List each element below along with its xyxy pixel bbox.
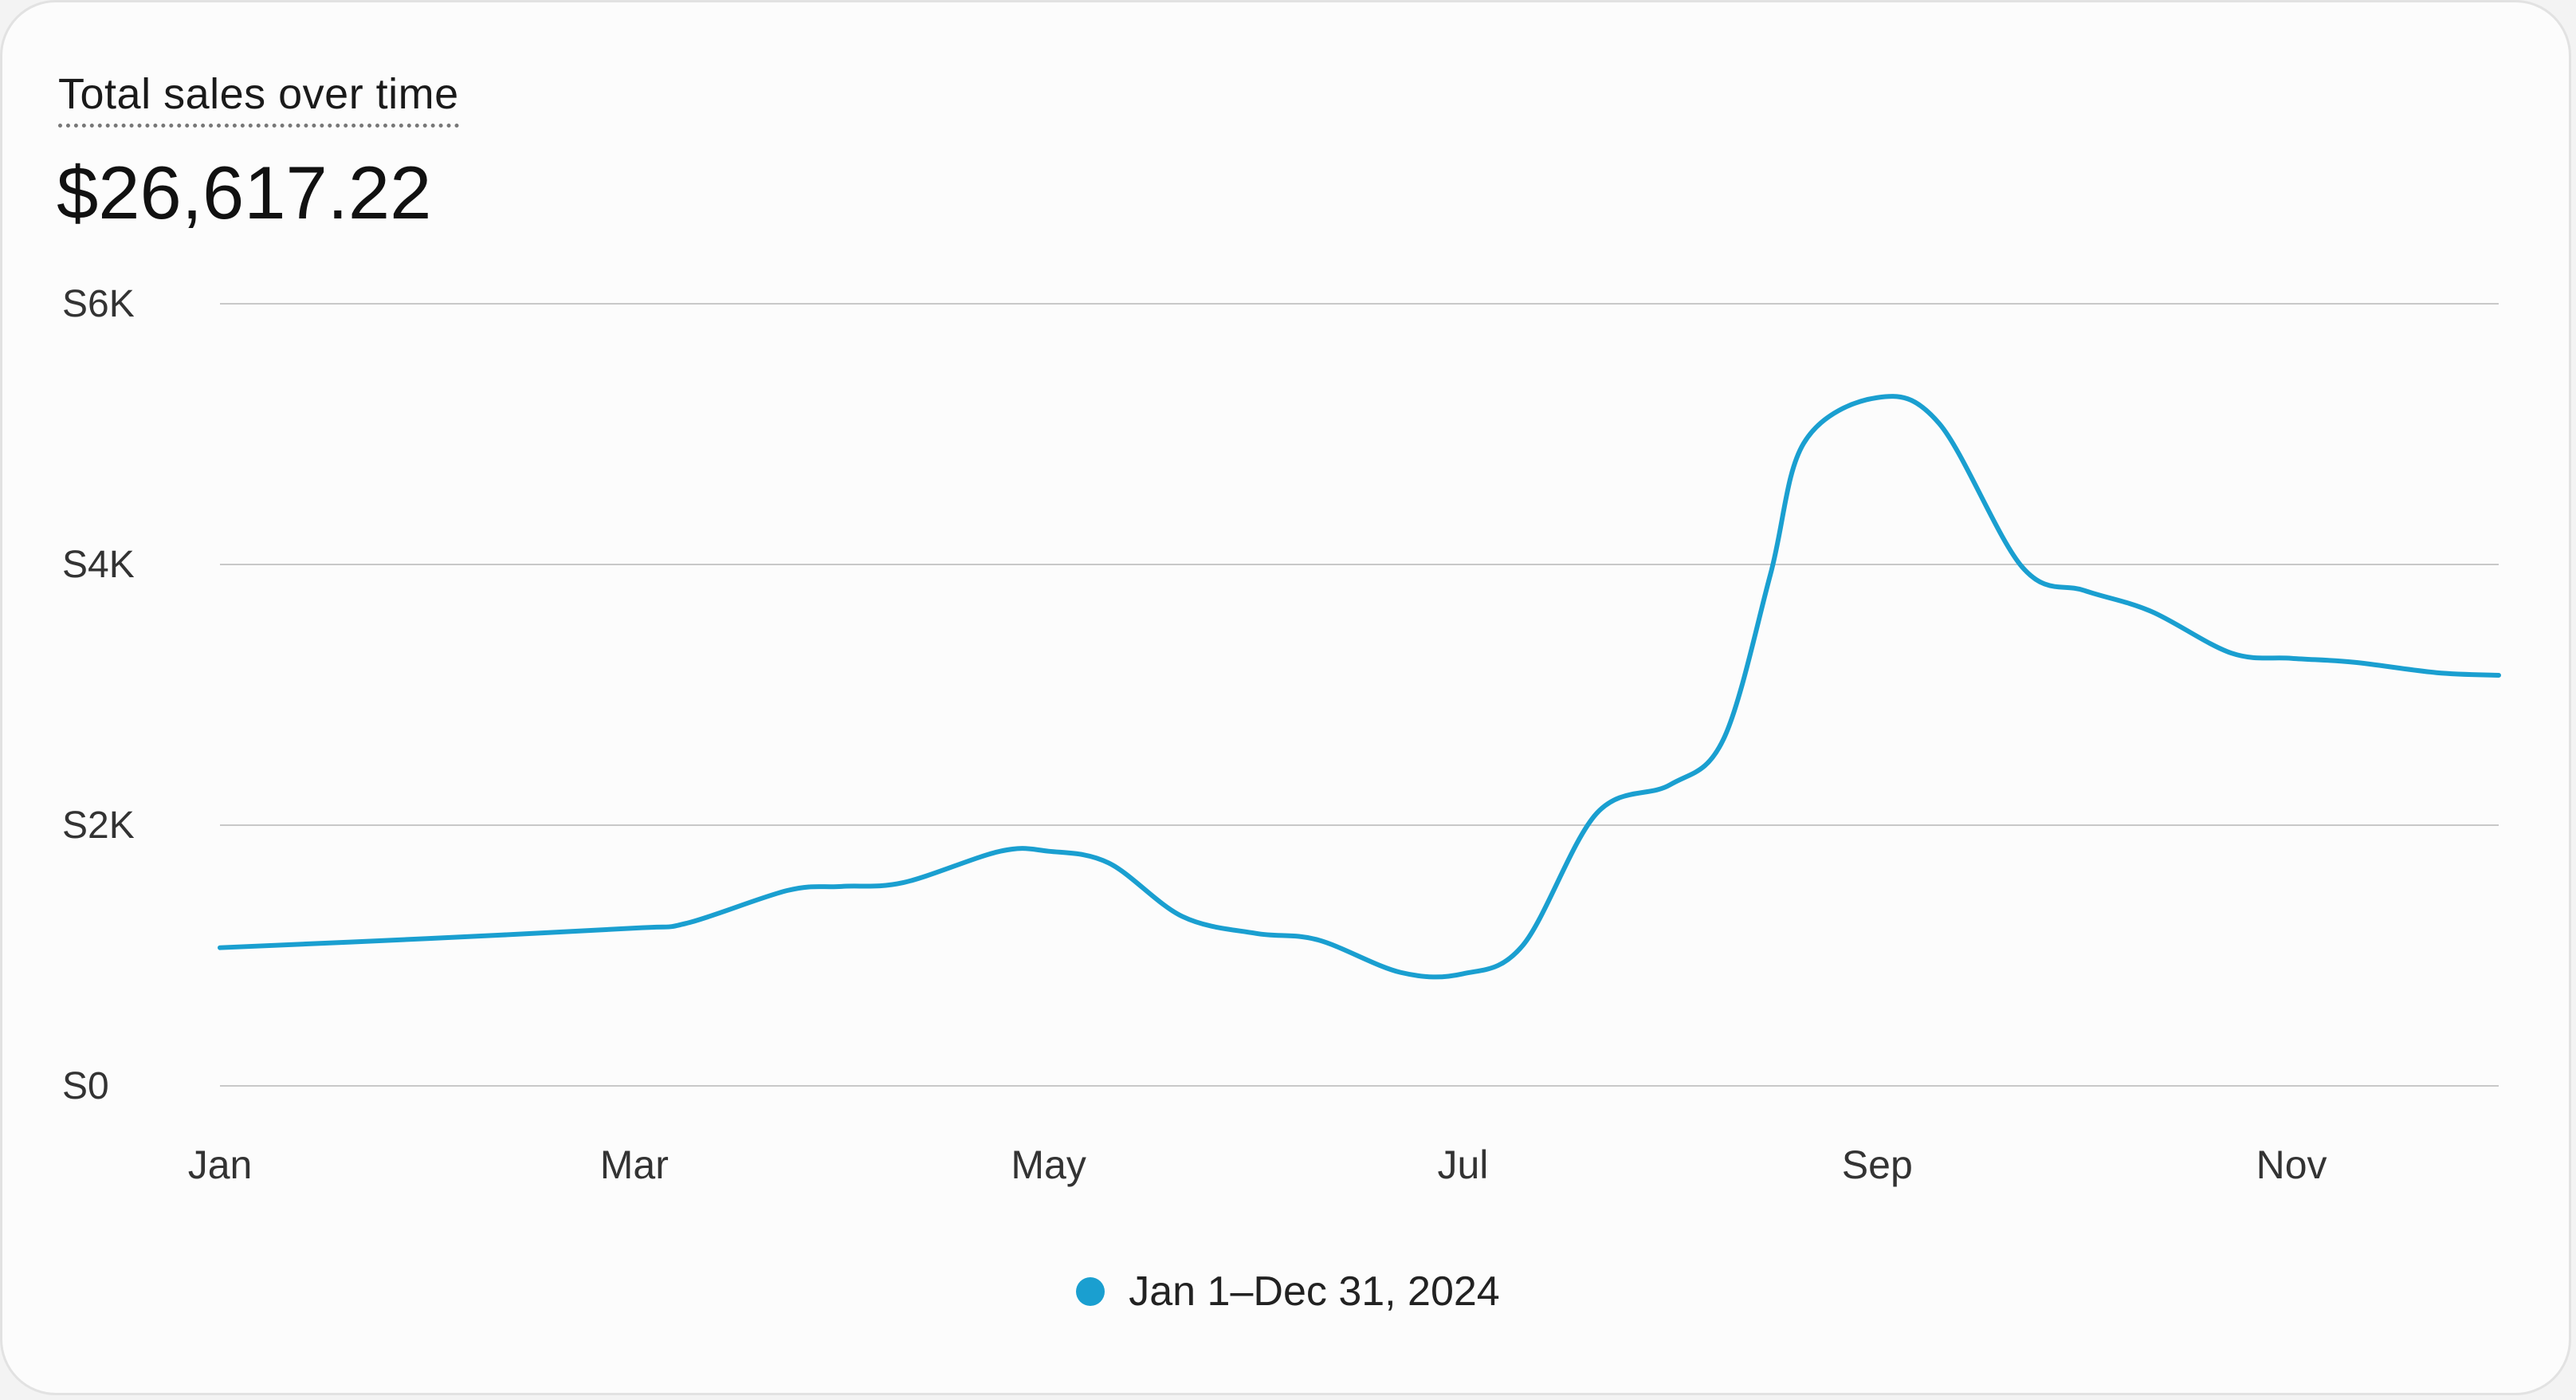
y-tick-label: S6K [62,283,135,325]
x-tick-label: Nov [2256,1142,2327,1187]
x-tick-label: Sep [1842,1142,1913,1187]
legend: Jan 1–Dec 31, 2024 [0,1268,2576,1315]
series-line [218,394,2501,980]
legend-label: Jan 1–Dec 31, 2024 [1129,1268,1500,1315]
y-tick-label: S2K [62,804,135,847]
chart-title[interactable]: Total sales over time [58,69,459,128]
y-tick-label: S0 [62,1065,109,1107]
x-tick-label: May [1011,1142,1086,1187]
x-tick-label: Jan [188,1142,253,1187]
x-tick-label: Mar [600,1142,669,1187]
legend-dot-icon [1076,1277,1105,1306]
x-tick-label: Jul [1437,1142,1488,1187]
total-sales-value: $26,617.22 [57,151,432,234]
y-tick-label: S4K [62,544,135,586]
